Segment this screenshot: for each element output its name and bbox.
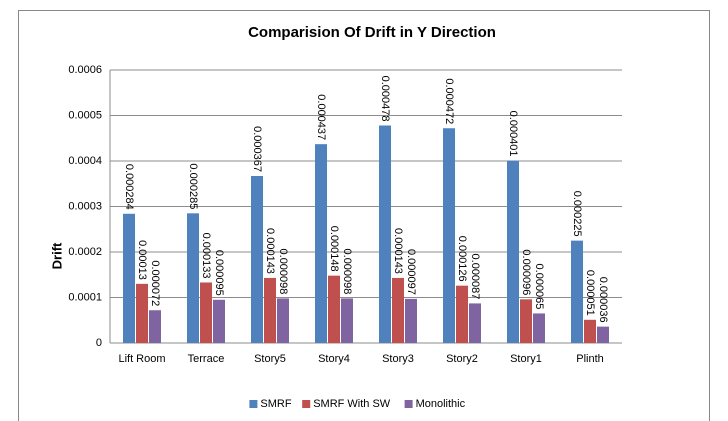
- data-label: 0.000148: [328, 226, 340, 272]
- bar: [264, 277, 276, 343]
- y-tick-label: 0.0001: [68, 291, 102, 303]
- data-label: 0.000472: [443, 78, 455, 124]
- data-label: 0.000143: [264, 228, 276, 274]
- data-label: 0.000437: [315, 94, 327, 140]
- bar: [392, 277, 404, 343]
- legend-swatch: [404, 400, 413, 408]
- bar: [187, 213, 199, 343]
- legend-label: Monolithic: [416, 398, 466, 410]
- bar: [315, 144, 327, 343]
- bar: [251, 176, 263, 343]
- data-label: 0.000478: [379, 76, 391, 122]
- x-tick-label: Story1: [510, 353, 542, 365]
- legend-swatch: [249, 400, 258, 408]
- bar: [507, 160, 519, 343]
- x-tick-label: Lift Room: [118, 353, 165, 365]
- bar: [520, 299, 532, 343]
- y-tick-label: 0.0005: [68, 109, 102, 121]
- data-label: 0.000284: [123, 164, 135, 210]
- data-label: 0.000098: [277, 249, 289, 295]
- bar: [571, 240, 583, 343]
- y-tick-label: 0: [96, 337, 102, 349]
- data-label: 0.000051: [584, 270, 596, 316]
- chart-title: Comparision Of Drift in Y Direction: [248, 24, 496, 41]
- x-tick-label: Terrace: [188, 353, 225, 365]
- bar: [443, 128, 455, 343]
- bar: [533, 313, 545, 343]
- bar: [341, 298, 353, 343]
- legend-swatch: [302, 400, 311, 408]
- data-label: 0.000087: [469, 254, 481, 300]
- bar: [584, 319, 596, 343]
- y-tick-label: 0.0006: [68, 64, 102, 76]
- bar: [328, 275, 340, 343]
- bar: [405, 298, 417, 343]
- data-label: 0.000285: [187, 163, 199, 209]
- x-tick-label: Story3: [382, 353, 414, 365]
- data-label: 0.000225: [571, 191, 583, 237]
- bar: [277, 298, 289, 343]
- bar: [456, 285, 468, 343]
- data-label: 0.000367: [251, 126, 263, 172]
- bar: [149, 310, 161, 343]
- x-tick-label: Story5: [254, 353, 286, 365]
- data-label: 0.000143: [392, 228, 404, 274]
- y-tick-label: 0.0002: [68, 246, 102, 258]
- data-label: 0.000095: [213, 250, 225, 296]
- y-axis-title: Drift: [49, 242, 64, 269]
- data-label: 0.000133: [200, 233, 212, 279]
- bar: [469, 303, 481, 343]
- data-label: 0.000036: [597, 277, 609, 323]
- data-label: 0.000098: [341, 249, 353, 295]
- x-tick-label: Plinth: [576, 353, 604, 365]
- data-label: 0.000072: [149, 260, 161, 306]
- data-label: 0.000097: [405, 249, 417, 295]
- legend-label: SMRF With SW: [313, 398, 391, 410]
- bar: [379, 125, 391, 343]
- bar: [123, 213, 135, 343]
- data-label: 0.00013: [136, 240, 148, 280]
- x-tick-label: Story4: [318, 353, 350, 365]
- y-tick-label: 0.0003: [68, 200, 102, 212]
- bar: [136, 283, 148, 343]
- legend-label: SMRF: [260, 398, 291, 410]
- y-tick-label: 0.0004: [68, 155, 102, 167]
- data-label: 0.000401: [507, 111, 519, 157]
- x-tick-label: Story2: [446, 353, 478, 365]
- bar: [200, 282, 212, 343]
- data-label: 0.000126: [456, 236, 468, 282]
- data-label: 0.000065: [533, 264, 545, 310]
- bar: [213, 299, 225, 343]
- bar: [597, 326, 609, 343]
- data-label: 0.000096: [520, 249, 532, 295]
